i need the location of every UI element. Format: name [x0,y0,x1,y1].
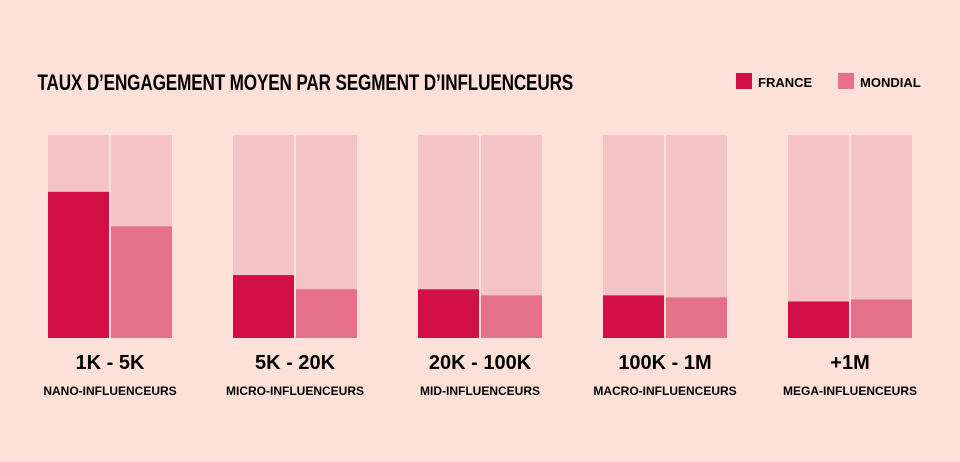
bar-group: 20K - 100K MID-INFLUENCEURS [418,135,542,398]
legend-label-mondial: MONDIAL [860,75,921,90]
legend-label-france: FRANCE [758,75,812,90]
category-segment-label: MEGA-INFLUENCEURS [783,384,917,398]
legend: FRANCE MONDIAL [736,73,921,90]
category-range-label: 100K - 1M [618,352,711,374]
category-range-label: 20K - 100K [429,352,532,374]
category-range-label: +1M [830,352,869,374]
bar-mondial [666,297,727,338]
category-segment-label: NANO-INFLUENCEURS [43,384,176,398]
bar-france [788,301,849,338]
bar-mondial [111,226,172,338]
bar-mondial [296,289,357,338]
legend-swatch-mondial [838,73,854,89]
category-segment-label: MICRO-INFLUENCEURS [226,384,364,398]
bar-group: 100K - 1M MACRO-INFLUENCEURS [593,135,737,398]
chart-title: TAUX D’ENGAGEMENT MOYEN PAR SEGMENT D’IN… [37,71,573,96]
legend-swatch-france [736,73,752,89]
bar-france [48,191,109,338]
bar-mondial [851,299,912,338]
category-range-label: 1K - 5K [76,352,145,374]
category-segment-label: MACRO-INFLUENCEURS [593,384,736,398]
category-range-label: 5K - 20K [255,352,336,374]
bar-mondial [481,295,542,338]
bar-group: 1K - 5K NANO-INFLUENCEURS [43,135,177,398]
bar-france [233,275,294,338]
bar-group: +1M MEGA-INFLUENCEURS [783,135,917,398]
bar-france [603,295,664,338]
bar-france [418,289,479,338]
category-segment-label: MID-INFLUENCEURS [420,384,540,398]
bar-group: 5K - 20K MICRO-INFLUENCEURS [226,135,364,398]
bar-groups: 1K - 5K NANO-INFLUENCEURS 5K - 20K MICRO-IN… [43,135,917,398]
